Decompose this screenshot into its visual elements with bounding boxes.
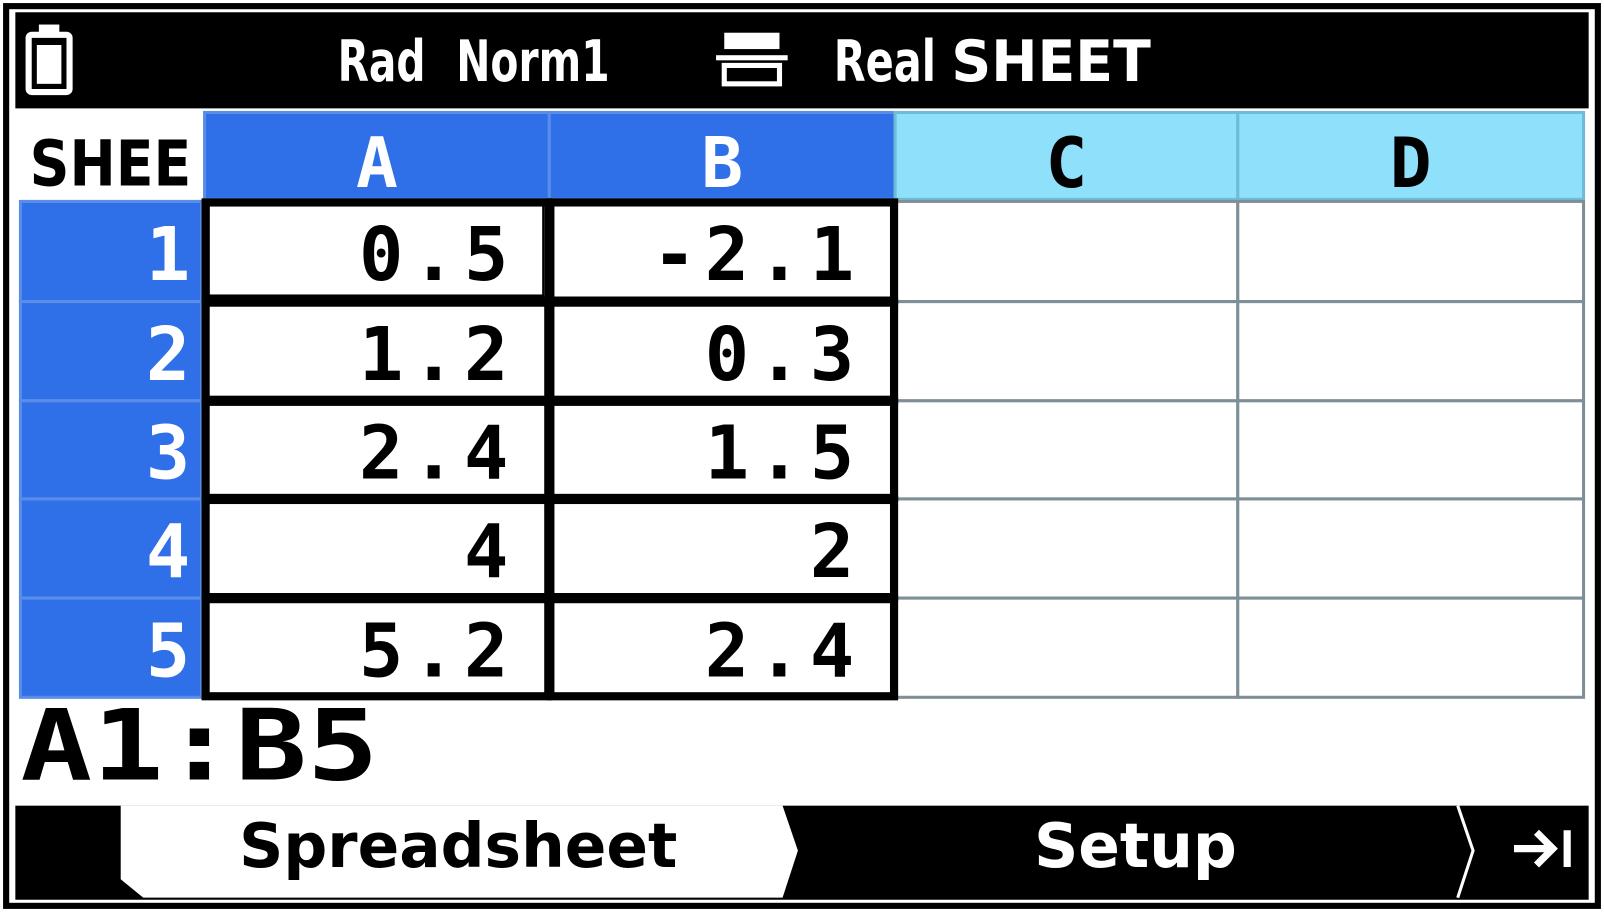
cell [203,596,551,699]
cell-value: 1.5 [705,411,863,496]
input-mode-icon [716,32,788,87]
cell [893,596,1240,699]
cell [1236,199,1586,304]
cell [893,199,1240,304]
cell-value: 0.5 [359,213,517,298]
cell [1236,399,1586,501]
cell-value: 2.4 [705,609,863,694]
row-header-label: 1 [146,213,190,298]
corner-label: SHEE [30,127,192,201]
row-header-label: 5 [146,609,190,694]
tab-setup[interactable]: Setup [1034,811,1237,882]
cell-value: 2.4 [359,411,517,496]
row-header-label: 4 [146,510,190,595]
selection-border [546,595,899,701]
cell [203,497,551,600]
app-name: SHEET [951,28,1150,95]
row-header-label: 2 [146,313,190,398]
cell [203,399,551,501]
row-header [18,399,204,501]
active-cell-marker [207,204,545,297]
frame [3,3,1601,909]
cell [547,596,897,699]
column-header-label: B [701,123,743,204]
column-header-label: D [1390,123,1432,204]
cell-value: 4 [464,510,517,595]
tab-separator [1456,805,1475,899]
cell [1236,596,1586,699]
column-header-label: C [1045,123,1087,204]
row-header [18,199,204,304]
cell-value: 5.2 [359,609,517,694]
input-line: A1:B5 [20,689,378,803]
row-header [18,300,204,403]
cell-value: -2.1 [652,213,862,298]
cell-value: 2 [810,510,863,595]
column-header [893,110,1240,201]
cell [1236,497,1586,600]
cell [893,399,1240,501]
cell-value: 0.3 [705,313,863,398]
corner-cell [20,112,200,200]
angle-mode: Rad [338,28,426,95]
next-page-icon[interactable] [1513,829,1571,868]
battery-icon [25,24,73,96]
active-tab[interactable] [120,805,798,898]
row-header [18,497,204,600]
row-header-label: 3 [146,411,190,496]
display-mode: Norm1 [456,28,609,95]
cell [1236,300,1586,403]
complex-mode: Real [834,28,936,95]
status-bar [15,12,1589,109]
tab-spreadsheet[interactable]: Spreadsheet [239,811,677,882]
cell [893,300,1240,403]
column-header-label: A [356,123,398,204]
row-header [18,596,204,699]
column-header [1236,110,1586,201]
column-header [203,110,551,201]
cell [203,300,551,403]
cell [893,497,1240,600]
cell-value: 1.2 [359,313,517,398]
